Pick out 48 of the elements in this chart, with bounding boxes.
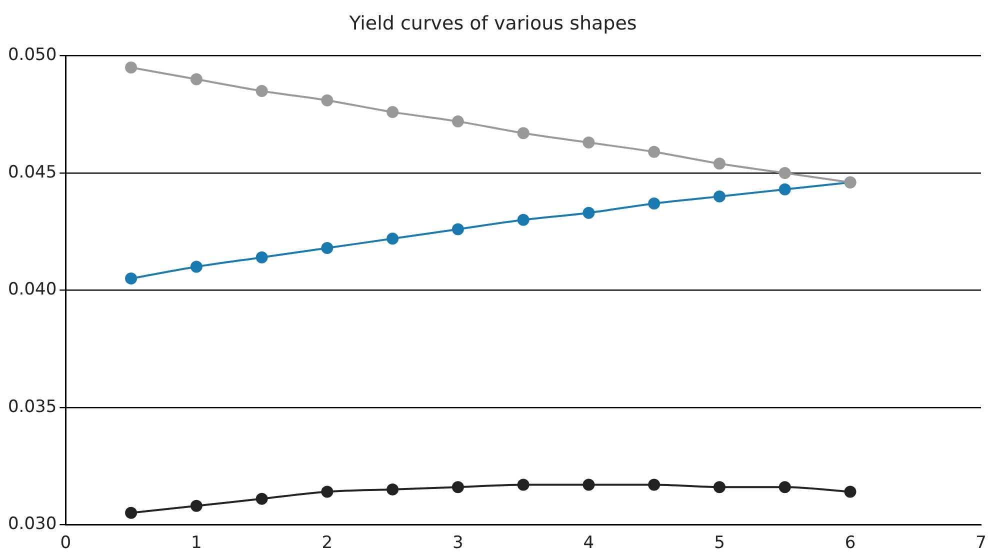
point (778, 481, 791, 494)
y-tick-label: 0.030 (8, 514, 57, 534)
x-tick-label: 5 (714, 533, 725, 554)
point (517, 127, 530, 140)
x-tick-label: 0 (60, 533, 72, 554)
point (386, 106, 399, 118)
point (713, 190, 726, 202)
y-tick-label: 0.045 (8, 162, 57, 182)
point (582, 206, 595, 219)
point (648, 146, 660, 158)
point (321, 242, 334, 254)
point (648, 478, 660, 491)
x-tick-label: 3 (452, 533, 464, 554)
x-tick-label: 2 (322, 533, 333, 554)
point (125, 506, 138, 519)
point (321, 94, 334, 106)
point (582, 136, 595, 149)
point (452, 481, 464, 494)
point (778, 167, 791, 179)
point (125, 272, 138, 284)
y-tick-label: 0.050 (8, 45, 57, 66)
x-tick-label: 7 (976, 533, 986, 554)
point (386, 483, 399, 496)
x-tick-label: 6 (844, 533, 856, 554)
point (582, 478, 595, 491)
y-tick-label: 0.035 (8, 396, 57, 417)
point (517, 214, 530, 226)
point (713, 158, 726, 170)
point (713, 481, 726, 494)
point (452, 223, 464, 236)
point (256, 251, 268, 264)
chart-title: Yield curves of various shapes (348, 12, 637, 34)
point (125, 62, 138, 74)
point (321, 486, 334, 498)
point (517, 478, 530, 491)
point (190, 260, 202, 273)
x-tick-label: 1 (191, 533, 202, 554)
point (778, 183, 791, 196)
y-tick-label: 0.040 (8, 280, 57, 300)
point (256, 84, 268, 97)
point (190, 500, 202, 512)
point (386, 232, 399, 245)
point (648, 197, 660, 210)
point (844, 486, 856, 498)
point (452, 115, 464, 128)
point (190, 73, 202, 86)
point (256, 492, 268, 505)
x-tick-label: 4 (583, 533, 594, 554)
